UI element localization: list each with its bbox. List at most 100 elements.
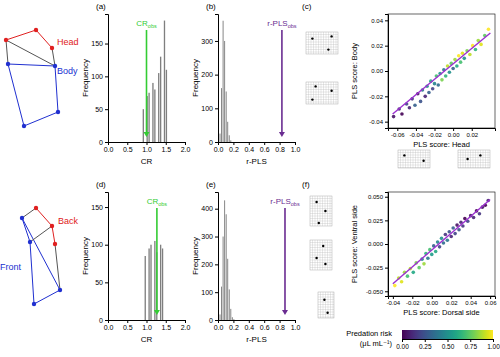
grid-line — [328, 32, 329, 54]
tick-mark — [425, 339, 426, 342]
tick: -0.02 — [406, 296, 420, 306]
point — [444, 233, 448, 237]
grid-line — [318, 32, 319, 54]
grid-line — [336, 82, 337, 104]
landmark-dot — [479, 154, 481, 156]
tick-label: -0.06 — [391, 132, 405, 138]
tick-mark — [470, 339, 471, 342]
grid-line — [318, 304, 334, 305]
points — [392, 27, 491, 118]
bar — [160, 245, 161, 320]
tick-mark — [147, 142, 148, 145]
tick-mark — [280, 142, 281, 145]
grid-line — [310, 260, 332, 261]
point — [474, 48, 478, 52]
grid-line — [310, 223, 332, 224]
observed-label: CRobs — [147, 197, 168, 207]
tick: 0.0 — [104, 320, 114, 331]
landmark-dot — [466, 158, 468, 160]
schematic-edge — [22, 208, 36, 218]
bar — [145, 256, 146, 320]
tick-label: 300 — [201, 233, 213, 240]
landmark-schematic — [4, 28, 60, 128]
point — [457, 228, 461, 232]
tick: 0.5 — [123, 142, 133, 153]
tick-mark — [127, 320, 128, 323]
tick-label: -0.04 — [410, 132, 424, 138]
point — [427, 91, 431, 95]
tick: 0.00 — [371, 68, 388, 74]
tick: 0.04 — [465, 296, 477, 306]
x-axis-title: CR — [141, 157, 153, 166]
observed-label-main: CR — [147, 197, 159, 206]
bar — [227, 259, 229, 320]
tick-label: 0.6 — [260, 146, 270, 153]
grid-line — [306, 37, 338, 38]
grid-line — [398, 167, 430, 168]
deformation-grid — [458, 150, 490, 168]
point — [433, 82, 437, 86]
grid-line — [313, 82, 314, 104]
landmark-dot — [315, 257, 317, 259]
tick-mark — [385, 71, 388, 72]
grid-line — [310, 206, 332, 207]
point — [451, 67, 455, 71]
tick-mark — [105, 76, 108, 77]
tick-mark — [385, 122, 388, 123]
tick: -0.06 — [391, 128, 405, 138]
grid-frame — [306, 82, 338, 104]
grid-line — [398, 152, 430, 153]
grid-line — [310, 255, 332, 256]
schematic-edge — [8, 64, 24, 126]
grid-line — [318, 312, 334, 313]
tick-mark — [147, 320, 148, 323]
panel-label: (b) — [206, 2, 216, 11]
grid-line — [310, 262, 332, 263]
bar — [227, 122, 229, 142]
tick-label: 1.0 — [142, 324, 152, 331]
tick: 0.4 — [244, 320, 254, 331]
tick-label: 400 — [201, 205, 213, 212]
tick-label: 0.5 — [123, 324, 133, 331]
tick-mark — [105, 320, 108, 321]
grid-line — [330, 292, 331, 318]
tick: 0.8 — [275, 320, 285, 331]
grid-line — [306, 89, 338, 90]
point — [400, 112, 404, 116]
bar — [224, 200, 226, 320]
schematic-edge — [6, 30, 36, 40]
grid-line — [460, 150, 461, 168]
tick-label: 1.5 — [161, 324, 171, 331]
grid-frame — [306, 32, 338, 54]
tick: 50 — [95, 279, 108, 286]
tick: 0.75 — [464, 339, 477, 350]
grid-frame — [310, 240, 332, 270]
fit-line — [393, 200, 490, 284]
grid-line — [318, 302, 334, 303]
bar — [148, 248, 149, 320]
bar — [158, 73, 159, 142]
landmark — [56, 110, 60, 114]
deformation-grid — [398, 150, 430, 168]
landmark-dot — [323, 299, 325, 301]
tick-mark — [416, 128, 417, 131]
tick: -0.025 — [366, 265, 388, 271]
point — [423, 95, 427, 99]
schematic-label: Head — [57, 37, 79, 47]
tick-label: 0.8 — [275, 146, 285, 153]
grid-line — [326, 32, 327, 54]
tick-mark — [215, 108, 218, 109]
tick-label: 0.00 — [426, 300, 438, 306]
schematic-label: Front — [0, 262, 22, 272]
grid-line — [323, 292, 324, 318]
grid-line — [410, 150, 411, 168]
grid-line — [425, 150, 426, 168]
tick-label: 0.25 — [419, 343, 432, 350]
tick-label: 100 — [201, 289, 213, 296]
bar — [145, 142, 146, 143]
point — [448, 70, 452, 74]
observed-arrowhead — [144, 132, 150, 137]
tick-label: -0.02 — [406, 300, 420, 306]
observed-label-main: r-PLS — [270, 197, 290, 206]
schematic-label: Back — [58, 216, 79, 226]
